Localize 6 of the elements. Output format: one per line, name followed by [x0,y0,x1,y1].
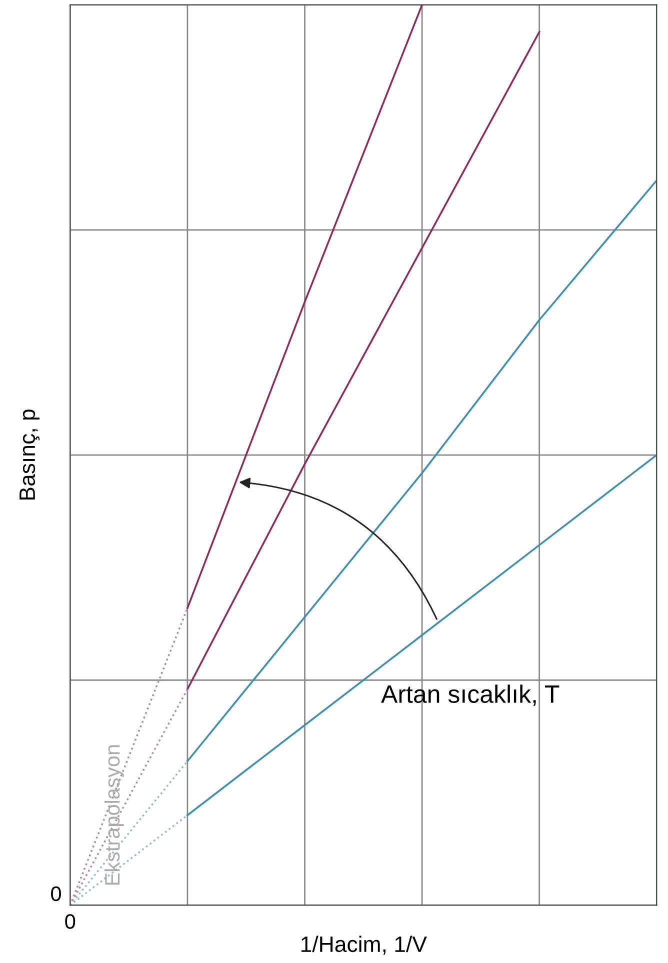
text: 0 [65,914,76,929]
x-axis-title: 1/Hacim, 1/V [301,936,427,955]
y-axis-title: Basınç, p [20,410,40,500]
annotation: Artan sıcaklık, T [381,684,560,706]
text: 0 [51,886,61,902]
annotation: Ekstrapolasyon [104,745,124,885]
